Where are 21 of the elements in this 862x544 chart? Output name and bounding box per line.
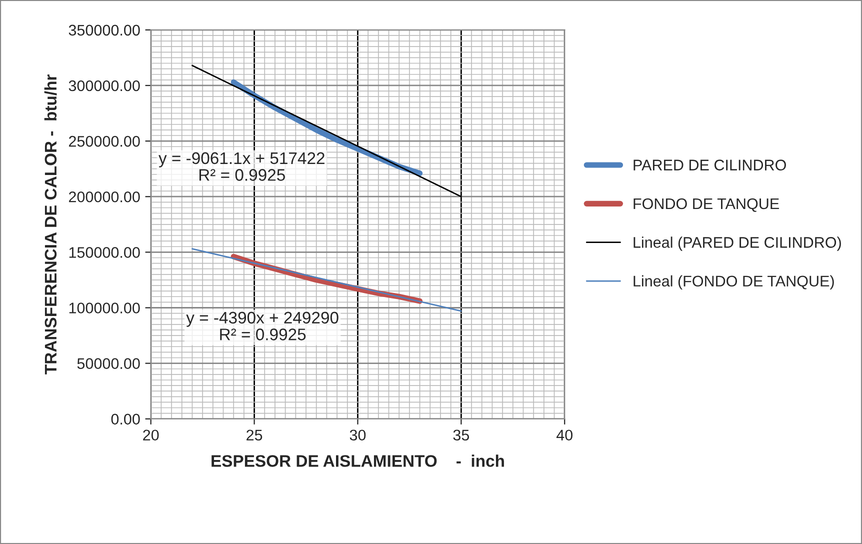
x-tick-label: 35: [453, 430, 470, 441]
legend-label: Lineal (FONDO DE TANQUE): [634, 275, 834, 290]
y-tick-label: 200000.00: [68, 191, 140, 202]
x-tick-label: 40: [556, 430, 573, 441]
y-axis-title: TRANSFERENCIA DE CALOR - btu/hr: [44, 74, 57, 374]
annotation: y = -9061.1x + 517422 R² = 0.9925: [158, 152, 324, 181]
x-tick-label: 20: [143, 430, 159, 441]
x-tick-label: 30: [350, 430, 366, 441]
x-axis-title: ESPESOR DE AISLAMIENTO - inch: [212, 454, 504, 467]
y-tick-label: 100000.00: [69, 302, 140, 314]
annotation: y = -4390x + 249290 R² = 0.9925: [186, 312, 338, 340]
legend-label: PARED DE CILINDRO: [634, 160, 786, 170]
y-tick-label: 50000.00: [77, 358, 140, 369]
y-tick-label: 350000.00: [68, 24, 140, 36]
y-tick-label: 250000.00: [68, 136, 140, 147]
y-tick-label: 300000.00: [68, 80, 140, 92]
x-tick-label: 25: [246, 430, 262, 441]
legend-label: Lineal (PARED DE CILINDRO): [634, 236, 841, 251]
y-tick-label: 150000.00: [69, 247, 140, 258]
y-tick-label: 0.00: [111, 414, 140, 425]
legend-label: FONDO DE TANQUE: [634, 198, 779, 212]
